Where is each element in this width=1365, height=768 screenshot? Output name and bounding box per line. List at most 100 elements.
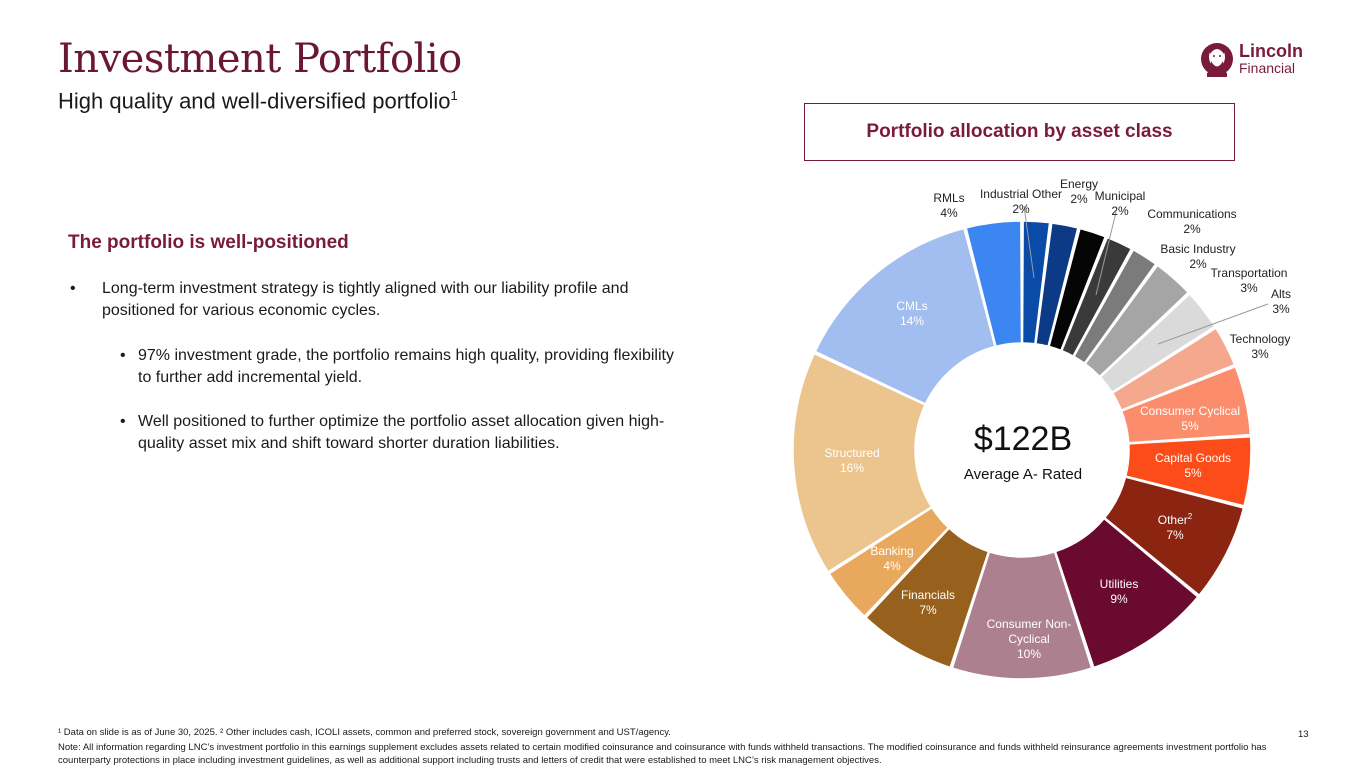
slice-label-name: Utilities xyxy=(1100,577,1139,591)
slice-banking xyxy=(828,506,950,618)
slice-label-alts: Alts 3% xyxy=(1271,287,1291,316)
slice-label-name: Banking xyxy=(870,544,913,558)
slice-technology xyxy=(1111,327,1236,412)
slice-label-name: Cyclical xyxy=(1008,632,1049,646)
slice-label-value: 2% xyxy=(1189,257,1207,271)
slice-transportation xyxy=(1084,264,1190,378)
slice-label-name: Financials xyxy=(901,588,955,602)
slice-cmls xyxy=(814,227,996,405)
bullet-2-text: 97% investment grade, the portfolio rema… xyxy=(138,347,674,386)
slice-label-energy: Energy 2% xyxy=(1060,177,1098,206)
slice-label-value: 4% xyxy=(883,559,901,573)
slice-label-consumer-non-cyclical: Consumer Non-Cyclical 10% xyxy=(987,617,1072,661)
slice-label-name: Technology xyxy=(1230,332,1291,346)
footnote: ¹ Data on slide is as of June 30, 2025. … xyxy=(58,727,671,738)
slice-label-sup: 2 xyxy=(1188,512,1193,521)
slice-label-industrial-other: Industrial Other 2% xyxy=(980,187,1062,216)
logo-word-financial: Financial xyxy=(1239,60,1296,76)
slice-label-name: Municipal xyxy=(1095,189,1146,203)
slice-label-cmls: CMLs 14% xyxy=(896,299,927,328)
subtitle-text: High quality and well-diversified portfo… xyxy=(58,88,451,114)
slice-label-name: Communications xyxy=(1147,207,1236,221)
slice-label-name: Transportation xyxy=(1211,266,1288,280)
leader-line xyxy=(1095,211,1117,296)
chart-header: Portfolio allocation by asset class xyxy=(804,103,1235,161)
slice-consumer-cyclical xyxy=(1120,365,1252,444)
slice-label-value: 3% xyxy=(1240,281,1258,295)
slice-structured xyxy=(792,352,933,573)
slice-label-name: Industrial Other xyxy=(980,187,1062,201)
slice-label-value: 3% xyxy=(1251,347,1269,361)
slice-label-banking: Banking 4% xyxy=(870,544,913,573)
bullet-1: • Long-term investment strategy is tightl… xyxy=(70,278,672,322)
donut-slices xyxy=(792,220,1252,680)
slice-financials xyxy=(865,527,990,669)
slice-communications xyxy=(1060,236,1133,357)
slice-label-value: 5% xyxy=(1181,419,1199,433)
slice-label-name: Basic Industry xyxy=(1160,242,1235,256)
slice-label-name: Structured xyxy=(824,446,879,460)
slice-label-value: 7% xyxy=(1166,528,1184,542)
slice-label-name: RMLs xyxy=(933,191,964,205)
slice-label-communications: Communications 2% xyxy=(1147,207,1236,236)
slice-basic-industry xyxy=(1073,248,1157,365)
page-title: Investment Portfolio xyxy=(58,36,462,82)
lincoln-portrait-icon xyxy=(1201,43,1233,77)
slice-label-technology: Technology 3% xyxy=(1230,332,1291,361)
bullet-3-text: Well positioned to further optimize the … xyxy=(138,413,665,452)
bullet-mark: • xyxy=(70,280,76,297)
slice-label-value: 2% xyxy=(1183,222,1201,236)
slice-label-rmls: RMLs 4% xyxy=(933,191,964,220)
slice-label-value: 10% xyxy=(1017,647,1041,661)
slice-label-value: 7% xyxy=(919,603,937,617)
leader-lines xyxy=(1023,205,1269,345)
slice-label-name: Alts xyxy=(1271,287,1291,301)
slice-label-value: 2% xyxy=(1070,192,1088,206)
slice-label-value: 2% xyxy=(1111,204,1129,218)
slice-label-transportation: Transportation 3% xyxy=(1211,266,1288,295)
slice-label-value: 2% xyxy=(1012,202,1030,216)
slice-label-name: Other xyxy=(1158,513,1188,527)
slice-label-financials: Financials 7% xyxy=(901,588,955,617)
slice-label-value: 14% xyxy=(900,314,924,328)
slice-label-name: Energy xyxy=(1060,177,1098,191)
page-subtitle: High quality and well-diversified portfo… xyxy=(58,88,458,114)
slice-label-value: 3% xyxy=(1272,302,1290,316)
slice-label-value: 4% xyxy=(940,206,958,220)
slice-label-name: Consumer Cyclical xyxy=(1140,404,1240,418)
slice-label-other: Other2 7% xyxy=(1158,512,1193,542)
slice-consumer-non-cyclical xyxy=(951,550,1093,680)
bullet-1-text: Long-term investment strategy is tightly… xyxy=(102,280,629,319)
slice-rmls xyxy=(965,220,1023,348)
section-heading: The portfolio is well-positioned xyxy=(68,232,349,253)
slice-utilities xyxy=(1054,517,1199,669)
slice-label-value: 5% xyxy=(1184,466,1202,480)
slice-label-capital-goods: Capital Goods 5% xyxy=(1155,451,1231,480)
subtitle-footnote-mark: 1 xyxy=(450,88,458,103)
center-rating-label: Average A- Rated xyxy=(964,466,1082,483)
slice-label-utilities: Utilities 9% xyxy=(1100,577,1139,606)
slice-industrial-other xyxy=(1021,220,1051,345)
slice-label-structured: Structured 16% xyxy=(824,446,879,475)
disclosure-note: Note: All information regarding LNC’s in… xyxy=(58,742,1267,766)
slice-labels: Industrial Other 2%Energy 2% Municipal 2% Com… xyxy=(824,177,1291,661)
slice-label-value: 9% xyxy=(1110,592,1128,606)
slice-alts xyxy=(1099,293,1216,394)
slice-label-municipal: Municipal 2% xyxy=(1095,189,1146,218)
slice-label-name: Consumer Non- xyxy=(987,617,1072,631)
bullet-mark: • xyxy=(120,413,126,430)
slice-capital-goods xyxy=(1124,435,1252,507)
center-total-value: $122B xyxy=(974,420,1072,458)
lincoln-financial-logo: Lincoln Financial xyxy=(1201,40,1313,78)
logo-word-lincoln: Lincoln xyxy=(1239,41,1303,61)
slice-other xyxy=(1103,476,1245,597)
slice-label-name: CMLs xyxy=(896,299,927,313)
leader-line xyxy=(1157,303,1269,345)
bullet-mark: • xyxy=(120,347,126,364)
leader-line xyxy=(1023,205,1035,279)
bullet-2: • 97% investment grade, the portfolio rem… xyxy=(120,345,678,389)
slice-municipal xyxy=(1048,227,1107,352)
slice-energy xyxy=(1035,222,1079,348)
slice-label-value: 16% xyxy=(840,461,864,475)
